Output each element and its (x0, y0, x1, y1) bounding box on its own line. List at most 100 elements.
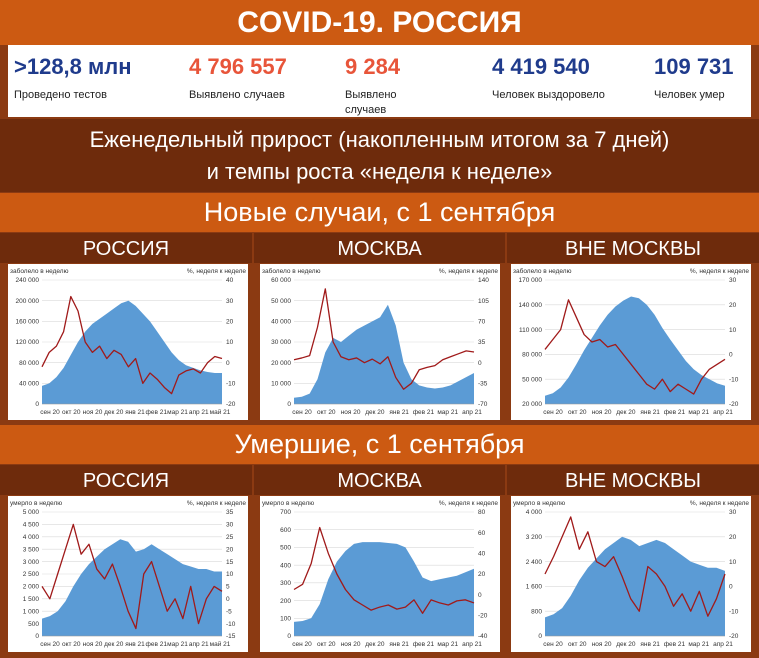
y2-tick-label: 20 (729, 534, 737, 541)
y2-tick-label: 30 (729, 509, 737, 516)
y2-tick-label: -70 (478, 401, 488, 408)
x-tick-label: апр 21 (462, 641, 482, 648)
growth-rate-line (41, 523, 223, 630)
x-tick-label: янв 21 (640, 409, 660, 416)
y-tick-label: 0 (35, 401, 39, 408)
y-tick-label: 2 500 (23, 571, 40, 578)
y-tick-label: 700 (280, 509, 291, 516)
x-tick-label: янв 21 (125, 641, 145, 648)
y2-tick-label: 0 (729, 584, 733, 591)
x-tick-label: май 21 (210, 640, 231, 648)
region-russia-deaths: РОССИЯ (0, 465, 252, 495)
x-tick-label: апр 21 (713, 641, 733, 648)
y-tick-label: 120 000 (16, 339, 40, 346)
y-tick-label: 4 000 (23, 534, 40, 541)
chart-cases-moscow-svg: заболело в неделю %, неделя к неделе 0 10 0… (262, 267, 498, 416)
stat-cases-label: Выявлено случаев (189, 89, 285, 101)
y2-tick-label: 10 (729, 327, 737, 334)
y-tick-label: 40 000 (19, 381, 39, 388)
x-tick-label: ноя 20 (341, 641, 361, 648)
chart-cases-outside-svg: заболело в неделю %, неделя к неделе 20 00… (513, 267, 749, 416)
y-tick-label: 800 (531, 608, 542, 615)
x-tick-label: окт 20 (317, 409, 336, 416)
stat-tests-label: Проведено тестов (14, 89, 107, 101)
y2-tick-label: -20 (729, 633, 739, 640)
y-tick-label: 3 000 (23, 559, 40, 566)
subtitle-line-2: и темпы роста «неделя к неделе» (206, 159, 553, 184)
chart-cases-russia: заболело в неделю %, неделя к неделе 0 40 0… (8, 264, 248, 420)
x-tick-label: мар 21 (167, 641, 188, 648)
x-tick-label: сен 20 (292, 641, 312, 648)
subtitle: Еженедельный прирост (накопленным итогом… (0, 119, 759, 192)
y-tick-label: 110 000 (519, 327, 542, 334)
y-tick-label: 60 000 (271, 277, 291, 284)
y2-tick-label: -5 (226, 608, 232, 615)
left-axis-title: заболело в неделю (10, 267, 69, 275)
y2-tick-label: 20 (729, 302, 737, 309)
y-tick-label: 500 (280, 545, 291, 552)
x-tick-label: мар 21 (437, 409, 458, 416)
region-outside-deaths: ВНЕ МОСКВЫ (507, 465, 759, 495)
y-tick-label: 20 000 (522, 401, 542, 408)
y-tick-label: 300 (280, 580, 291, 587)
y2-tick-label: 30 (226, 298, 234, 305)
x-tick-label: апр 21 (189, 409, 209, 416)
growth-rate-line (544, 299, 726, 395)
weekly-total-area (545, 536, 725, 636)
x-tick-label: мар 21 (437, 641, 458, 648)
region-moscow-deaths: МОСКВА (254, 465, 505, 495)
x-tick-label: ноя 20 (592, 409, 612, 416)
region-outside-cases: ВНЕ МОСКВЫ (507, 233, 759, 263)
y2-tick-label: -35 (478, 381, 488, 388)
y2-tick-label: 105 (478, 298, 489, 305)
x-tick-label: ноя 20 (83, 409, 103, 416)
growth-rate-line (293, 526, 475, 614)
x-tick-label: дек 20 (616, 409, 636, 416)
y-tick-label: 170 000 (519, 277, 543, 284)
chart-cases-outside: заболело в неделю %, неделя к неделе 20 00… (511, 264, 751, 420)
stat-daily-cases-value: 9 284 (345, 54, 401, 79)
y-tick-label: 2 000 (23, 584, 40, 591)
x-tick-label: дек 20 (104, 409, 124, 416)
y2-tick-label: 60 (478, 530, 486, 537)
y2-tick-label: 80 (478, 509, 486, 516)
chart-deaths-moscow: умерло в неделю%, неделя к неделе 0 100 200… (260, 496, 500, 652)
right-axis-title: %, неделя к неделе (439, 500, 498, 507)
y2-tick-label: -20 (478, 613, 488, 620)
y2-tick-label: -10 (729, 608, 739, 615)
y-tick-label: 2 400 (526, 559, 543, 566)
weekly-total-area (545, 296, 725, 404)
stat-deaths-value: 109 731 (654, 54, 734, 79)
y-tick-label: 4 500 (23, 522, 40, 529)
y2-tick-label: -20 (729, 401, 739, 408)
x-tick-label: фев 21 (413, 641, 435, 648)
left-axis-title: заболело в неделю (262, 267, 321, 275)
x-tick-label: сен 20 (543, 409, 563, 416)
y-tick-label: 0 (35, 633, 39, 640)
chart-cases-russia-svg: заболело в неделю %, неделя к неделе 0 40 0… (10, 267, 246, 416)
y-tick-label: 200 000 (16, 298, 40, 305)
growth-rate-line (293, 288, 475, 390)
y-tick-label: 160 000 (16, 319, 40, 326)
y2-tick-label: 10 (226, 339, 234, 346)
y-tick-label: 400 (280, 562, 291, 569)
y-tick-label: 240 000 (16, 277, 40, 284)
weekly-total-area (294, 542, 474, 636)
x-tick-label: ноя 20 (83, 641, 103, 648)
chart-deaths-russia-svg: умерло в неделю %, неделя к неделе 0 500 1 0… (10, 500, 246, 648)
y2-tick-label: 35 (478, 339, 486, 346)
y2-tick-label: 0 (478, 592, 482, 599)
y-tick-label: 1 500 (23, 596, 40, 603)
weekly-total-area (294, 304, 474, 404)
y2-tick-label: -10 (729, 376, 739, 383)
y-tick-label: 20 000 (271, 360, 291, 367)
y2-tick-label: 0 (478, 360, 482, 367)
subtitle-line-1: Еженедельный прирост (накопленным итогом… (89, 127, 670, 152)
y2-tick-label: 10 (226, 571, 234, 578)
y2-tick-label: 30 (226, 522, 234, 529)
y-tick-label: 80 000 (19, 360, 39, 367)
left-axis-title: умерло в неделю (10, 500, 62, 507)
y2-tick-label: 40 (226, 277, 234, 284)
x-tick-label: янв 21 (125, 409, 145, 416)
stat-recovered-label: Человек выздоровело (492, 89, 605, 101)
